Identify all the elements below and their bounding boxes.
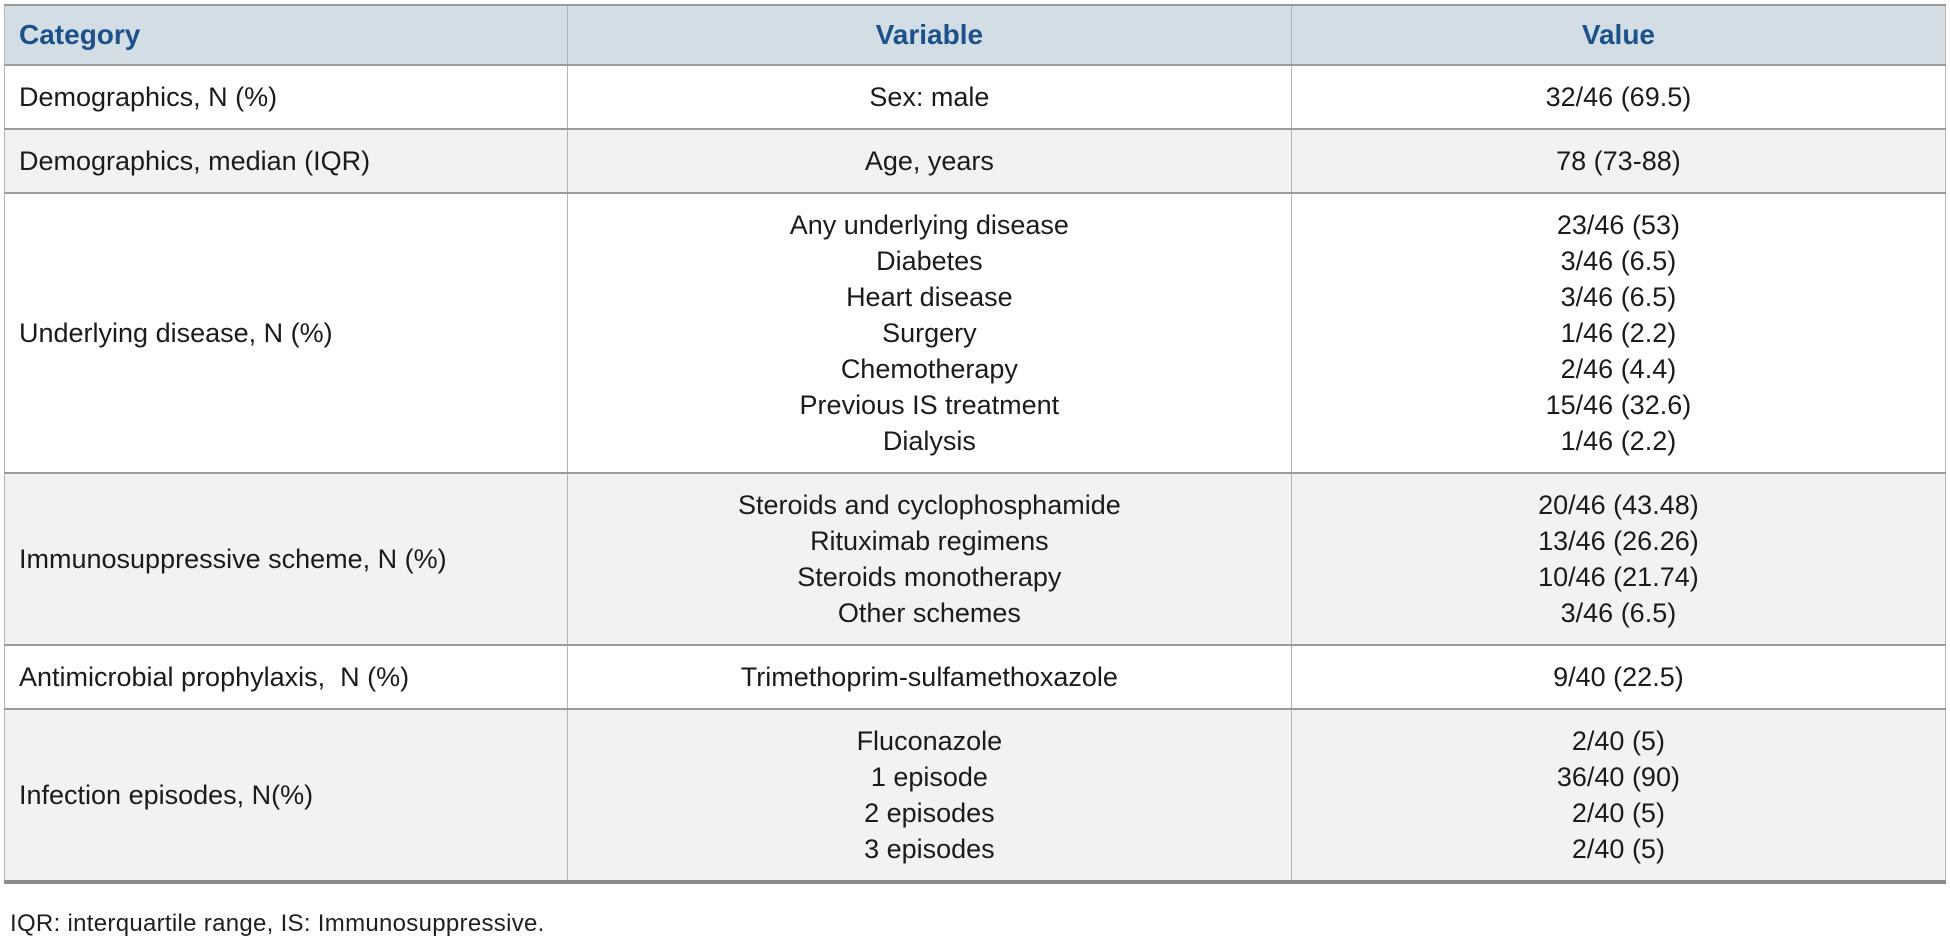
variable-line: Surgery xyxy=(882,318,977,348)
table-footnote: IQR: interquartile range, IS: Immunosupp… xyxy=(10,910,545,937)
value-line: 32/46 (69.5) xyxy=(1545,82,1692,112)
value-line: 36/40 (90) xyxy=(1556,762,1680,792)
value-line: 2/46 (4.4) xyxy=(1560,354,1677,384)
variable-line: Steroids and cyclophosphamide xyxy=(738,490,1121,520)
category-cell: Immunosuppressive scheme, N (%) xyxy=(4,472,568,646)
value-line: 10/46 (21.74) xyxy=(1538,562,1699,592)
category-cell: Infection episodes, N(%) xyxy=(4,708,568,883)
variable-line: Diabetes xyxy=(876,246,983,276)
variable-line: Fluconazole xyxy=(856,726,1003,756)
variable-line: Steroids monotherapy xyxy=(797,562,1062,592)
value-line: 2/40 (5) xyxy=(1571,834,1665,864)
variable-line: Rituximab regimens xyxy=(810,526,1049,556)
variable-line: Dialysis xyxy=(882,426,976,456)
value-line: 2/40 (5) xyxy=(1571,726,1665,756)
variable-cell: Sex: male xyxy=(566,64,1292,130)
value-line: 20/46 (43.48) xyxy=(1538,490,1699,520)
table-row: Immunosuppressive scheme, N (%) Steroids … xyxy=(4,472,1947,646)
table-header-row: Category Variable Value xyxy=(4,4,1947,66)
table-row: Demographics, N (%) Sex: male 32/46 (69.5) xyxy=(4,64,1947,130)
value-cell: 78 (73-88) xyxy=(1290,128,1947,194)
category-cell: Underlying disease, N (%) xyxy=(4,192,568,474)
variable-line: Sex: male xyxy=(869,82,990,112)
variable-line: Age, years xyxy=(864,146,994,176)
value-line: 1/46 (2.2) xyxy=(1560,318,1677,348)
value-line: 3/46 (6.5) xyxy=(1560,246,1677,276)
variable-line: 1 episode xyxy=(870,762,988,792)
value-line: 3/46 (6.5) xyxy=(1560,282,1677,312)
value-cell: 20/46 (43.48) 13/46 (26.26) 10/46 (21.74) 3… xyxy=(1290,472,1947,646)
variable-cell: Trimethoprim-sulfamethoxazole xyxy=(566,644,1292,710)
table-row: Antimicrobial prophylaxis, N (%) Trimetho… xyxy=(4,644,1947,710)
table-row: Infection episodes, N(%) Fluconazole 1 epi… xyxy=(4,708,1947,883)
value-line: 3/46 (6.5) xyxy=(1560,598,1677,628)
variable-line: Other schemes xyxy=(837,598,1021,628)
table-row: Underlying disease, N (%) Any underlying … xyxy=(4,192,1947,474)
variable-line: Any underlying disease xyxy=(789,210,1069,240)
variable-line: 2 episodes xyxy=(864,798,995,828)
value-line: 9/40 (22.5) xyxy=(1553,662,1684,692)
value-cell: 9/40 (22.5) xyxy=(1290,644,1947,710)
variable-line: 3 episodes xyxy=(864,834,995,864)
value-line: 2/40 (5) xyxy=(1571,798,1665,828)
variable-line: Heart disease xyxy=(846,282,1013,312)
value-cell: 2/40 (5) 36/40 (90) 2/40 (5) 2/40 (5) xyxy=(1290,708,1947,883)
value-line: 23/46 (53) xyxy=(1556,210,1680,240)
variable-cell: Steroids and cyclophosphamide Rituximab r… xyxy=(566,472,1292,646)
table-row: Demographics, median (IQR) Age, years 78 (… xyxy=(4,128,1947,194)
value-line: 1/46 (2.2) xyxy=(1560,426,1677,456)
category-cell: Antimicrobial prophylaxis, N (%) xyxy=(4,644,568,710)
category-cell: Demographics, N (%) xyxy=(4,64,568,130)
variable-cell: Fluconazole 1 episode 2 episodes 3 episodes xyxy=(566,708,1292,883)
column-header-variable: Variable xyxy=(566,4,1292,66)
value-cell: 32/46 (69.5) xyxy=(1290,64,1947,130)
patient-characteristics-table: Category Variable Value Demographics, N … xyxy=(4,4,1947,884)
value-line: 78 (73-88) xyxy=(1556,146,1681,176)
variable-line: Chemotherapy xyxy=(840,354,1018,384)
table-body: Demographics, N (%) Sex: male 32/46 (69.5)… xyxy=(4,64,1947,883)
value-cell: 23/46 (53) 3/46 (6.5) 3/46 (6.5) 1/46 (2.2)… xyxy=(1290,192,1947,474)
column-header-category: Category xyxy=(4,4,568,66)
variable-cell: Any underlying disease Diabetes Heart dise… xyxy=(566,192,1292,474)
value-line: 15/46 (32.6) xyxy=(1545,390,1692,420)
variable-line: Previous IS treatment xyxy=(799,390,1060,420)
value-line: 13/46 (26.26) xyxy=(1538,526,1699,556)
variable-cell: Age, years xyxy=(566,128,1292,194)
category-cell: Demographics, median (IQR) xyxy=(4,128,568,194)
variable-line: Trimethoprim-sulfamethoxazole xyxy=(740,662,1118,692)
column-header-value: Value xyxy=(1290,4,1947,66)
